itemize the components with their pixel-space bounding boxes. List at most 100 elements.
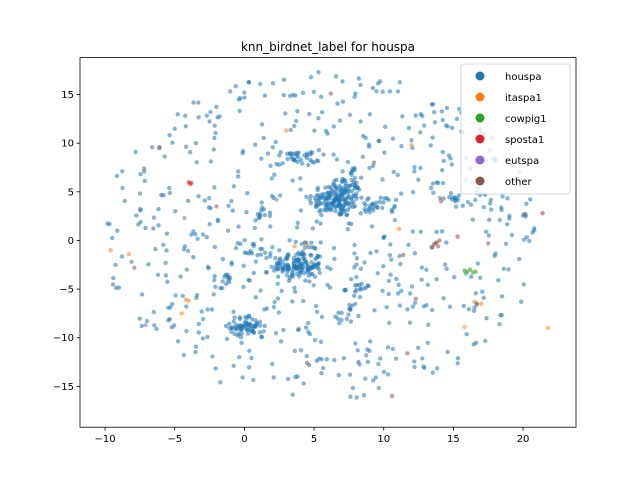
point-houspa	[200, 316, 206, 322]
point-houspa	[434, 229, 439, 235]
point-houspa	[448, 156, 453, 161]
point-houspa	[236, 174, 241, 179]
point-houspa	[292, 348, 297, 354]
point-houspa	[416, 345, 421, 350]
legend-marker-eutspa	[475, 155, 485, 165]
legend-label-other: other	[505, 177, 533, 188]
point-houspa	[285, 156, 290, 162]
point-houspa	[249, 355, 254, 361]
point-houspa	[336, 310, 341, 316]
point-houspa	[133, 149, 138, 155]
point-houspa	[295, 220, 300, 226]
point-houspa	[242, 320, 247, 326]
point-houspa	[356, 76, 361, 81]
point-houspa	[519, 299, 524, 304]
point-houspa	[144, 318, 150, 324]
point-houspa	[206, 196, 212, 201]
point-houspa	[183, 113, 188, 119]
point-houspa	[486, 233, 491, 238]
point-houspa	[323, 185, 328, 190]
point-houspa	[481, 205, 486, 210]
point-houspa	[311, 283, 316, 288]
point-houspa	[455, 197, 461, 202]
point-houspa	[374, 200, 379, 205]
point-houspa	[317, 270, 322, 275]
point-houspa	[475, 261, 481, 266]
point-houspa	[163, 273, 169, 278]
point-houspa	[406, 242, 411, 247]
point-houspa	[156, 206, 161, 212]
legend-label-itaspa1: itaspa1	[505, 93, 542, 104]
point-houspa	[242, 250, 247, 255]
point-houspa	[181, 247, 187, 252]
point-houspa	[227, 326, 232, 331]
point-houspa	[465, 199, 471, 205]
point-houspa	[497, 322, 502, 327]
point-houspa	[229, 262, 234, 267]
point-houspa	[280, 161, 285, 166]
point-houspa	[212, 123, 217, 128]
point-houspa	[206, 266, 211, 271]
point-houspa	[346, 193, 351, 198]
point-sposta1	[540, 211, 545, 216]
point-houspa	[419, 277, 424, 282]
point-houspa	[202, 198, 207, 203]
point-houspa	[319, 314, 325, 320]
point-houspa	[277, 248, 282, 253]
point-houspa	[288, 151, 293, 156]
point-houspa	[162, 154, 167, 159]
point-houspa	[355, 348, 360, 353]
point-houspa	[359, 175, 364, 180]
point-houspa	[301, 381, 306, 386]
legend-label-sposta1: sposta1	[505, 135, 544, 146]
point-houspa	[312, 195, 318, 201]
point-houspa	[274, 161, 279, 167]
point-houspa	[501, 266, 506, 271]
point-houspa	[471, 308, 477, 313]
point-houspa	[296, 326, 302, 332]
point-houspa	[406, 125, 412, 131]
point-houspa	[410, 190, 416, 195]
point-houspa	[335, 101, 340, 106]
legend-marker-sposta1	[475, 134, 485, 144]
point-houspa	[349, 196, 354, 202]
point-houspa	[185, 248, 191, 254]
point-houspa	[220, 279, 225, 284]
point-houspa	[453, 204, 459, 209]
point-houspa	[387, 89, 393, 94]
legend: houspa itaspa1 cowpig1 sposta1 eutspa other	[460, 63, 571, 195]
point-houspa	[143, 225, 148, 231]
point-houspa	[380, 177, 385, 182]
point-houspa	[312, 337, 318, 343]
point-houspa	[397, 253, 402, 259]
point-houspa	[270, 245, 275, 250]
point-houspa	[324, 357, 329, 362]
point-houspa	[218, 380, 223, 385]
point-houspa	[307, 111, 312, 117]
point-houspa	[412, 359, 417, 364]
point-houspa	[233, 84, 238, 89]
point-houspa	[193, 232, 198, 237]
point-houspa	[332, 256, 337, 262]
point-houspa	[290, 274, 296, 279]
point-houspa	[298, 187, 303, 192]
point-houspa	[331, 152, 336, 157]
point-houspa	[154, 326, 159, 332]
point-houspa	[166, 318, 171, 323]
point-houspa	[264, 255, 269, 261]
point-itaspa1	[396, 226, 402, 231]
point-houspa	[196, 100, 201, 105]
point-houspa	[392, 217, 398, 223]
point-houspa	[268, 251, 273, 256]
point-houspa	[223, 323, 229, 329]
point-houspa	[377, 199, 382, 205]
point-houspa	[305, 265, 310, 270]
point-houspa	[290, 392, 295, 397]
point-houspa	[461, 303, 466, 309]
point-houspa	[359, 195, 364, 200]
point-houspa	[361, 286, 366, 291]
point-houspa	[295, 225, 300, 230]
point-houspa	[246, 313, 251, 318]
point-houspa	[389, 207, 395, 213]
point-houspa	[337, 321, 342, 326]
